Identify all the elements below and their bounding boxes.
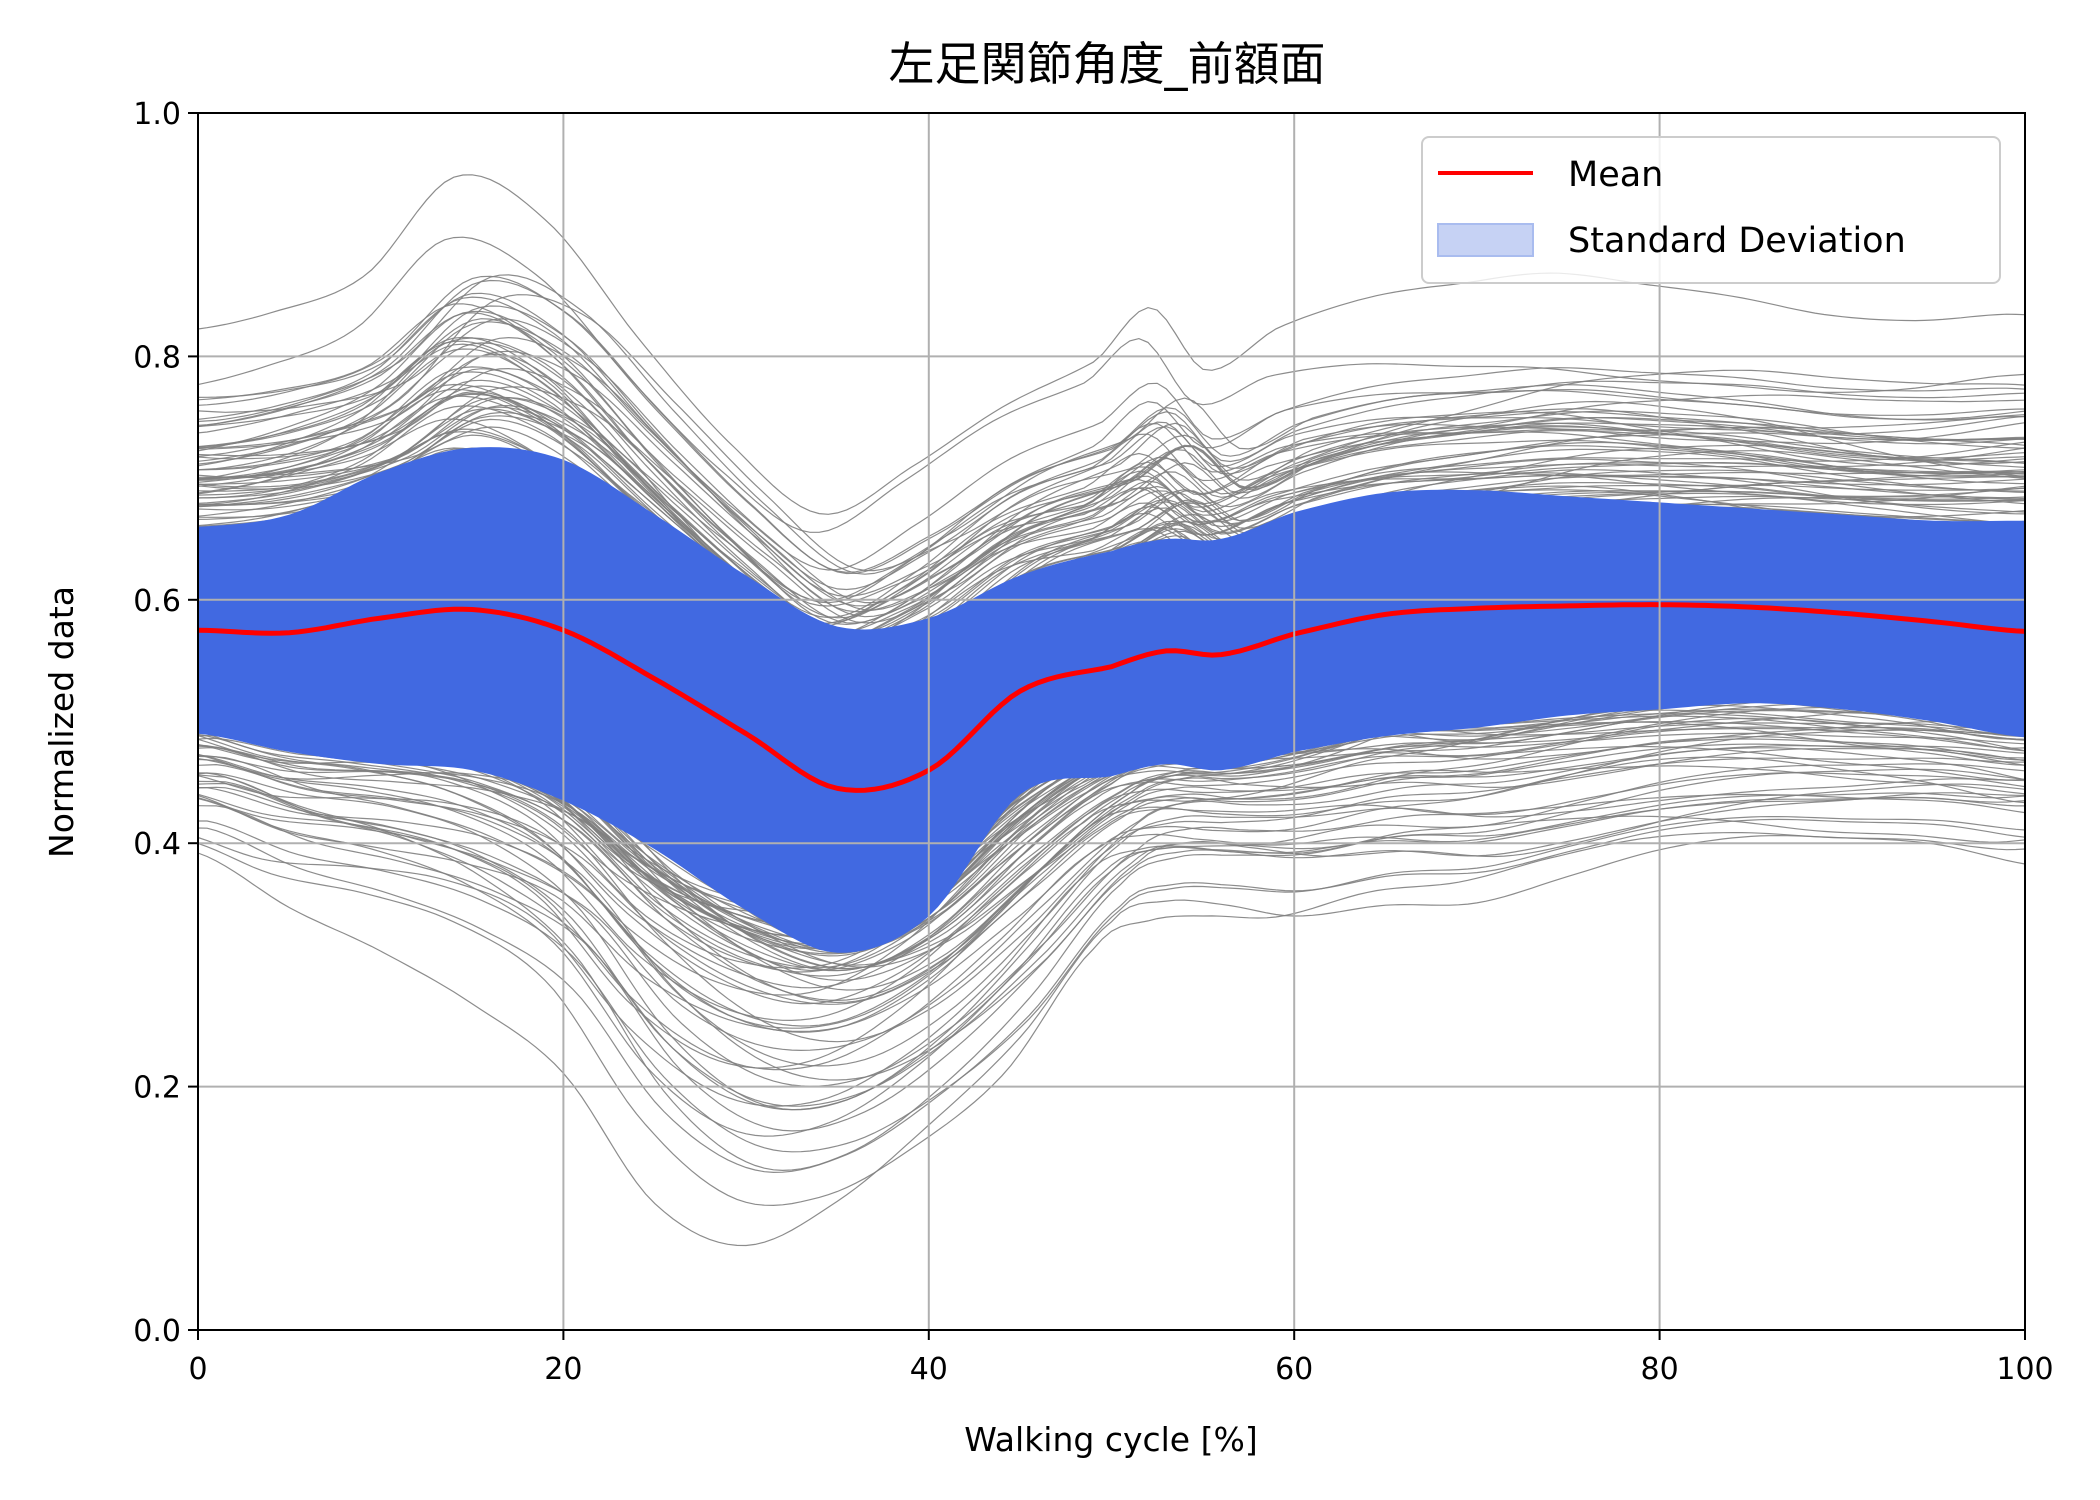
- trial-line: [197, 772, 2026, 1087]
- trial-line: [197, 275, 2026, 573]
- x-axis-ticks: 0 20 40 60 80 100: [188, 1330, 2054, 1387]
- trial-line: [197, 342, 2026, 636]
- trial-line: [197, 748, 2026, 1029]
- trial-line: [197, 312, 2026, 619]
- trial-line: [197, 379, 2026, 643]
- trial-line: [197, 794, 2026, 1107]
- standard-deviation-band: [198, 447, 2025, 953]
- trial-line: [197, 768, 2026, 1172]
- legend-sd-label: Standard Deviation: [1568, 221, 1906, 261]
- y-tick-label: 0.2: [133, 1071, 181, 1106]
- trial-line: [197, 818, 2026, 1174]
- trial-line: [197, 418, 2026, 659]
- trial-line: [197, 337, 2026, 607]
- trial-line: [198, 816, 2026, 1153]
- x-tick-label: 40: [910, 1352, 948, 1387]
- trial-line: [197, 729, 2026, 1033]
- trial-line: [197, 383, 2026, 639]
- trial-line: [197, 743, 2025, 1027]
- legend-sd-swatch: [1437, 223, 1534, 257]
- trial-line: [197, 755, 2025, 1043]
- trial-line: [197, 292, 2026, 597]
- y-axis-ticks: 0.0 0.2 0.4 0.6 0.8 1.0: [133, 97, 198, 1349]
- trial-line: [197, 296, 2026, 571]
- trial-line: [197, 388, 2026, 628]
- trial-line: [197, 386, 2026, 624]
- trial-line: [197, 796, 2025, 1137]
- trial-line: [197, 371, 2026, 647]
- grid-lines: [198, 113, 2025, 1330]
- x-tick-label: 60: [1275, 1352, 1313, 1387]
- y-tick-label: 0.4: [133, 827, 181, 862]
- y-tick-label: 0.8: [133, 340, 181, 375]
- x-tick-label: 80: [1641, 1352, 1679, 1387]
- x-axis-label: Walking cycle [%]: [964, 1420, 1257, 1459]
- trial-line: [197, 763, 2026, 1081]
- legend-mean-label: Mean: [1568, 155, 1663, 195]
- trial-line: [197, 318, 2026, 604]
- x-tick-label: 100: [1996, 1352, 2053, 1387]
- trial-line: [197, 792, 2026, 1069]
- y-tick-label: 1.0: [133, 97, 181, 132]
- trial-line: [197, 310, 2026, 626]
- trial-line: [197, 174, 2026, 515]
- y-tick-label: 0.0: [133, 1314, 181, 1349]
- legend: Mean Standard Deviation: [1421, 136, 2001, 284]
- trial-line: [197, 756, 2026, 1033]
- trial-line: [197, 815, 2026, 1107]
- legend-box: [1421, 136, 2001, 284]
- trial-line: [197, 834, 2026, 1247]
- sd-band-area: [198, 447, 2025, 953]
- x-tick-label: 20: [544, 1352, 582, 1387]
- trial-line: [197, 367, 2026, 618]
- trial-line: [197, 736, 2026, 1005]
- trial-line: [197, 305, 2026, 613]
- trial-line: [197, 738, 2026, 1022]
- trial-line: [197, 782, 2026, 1132]
- trial-line: [197, 404, 2026, 656]
- trial-line: [197, 279, 2026, 575]
- trial-line: [197, 303, 2026, 604]
- y-tick-label: 0.6: [133, 584, 181, 619]
- chart-title: 左足関節角度_前額面: [889, 37, 1326, 91]
- mean-line: [197, 602, 2026, 793]
- trial-line: [197, 704, 2026, 1005]
- x-tick-label: 0: [188, 1352, 207, 1387]
- trial-line: [197, 405, 2026, 645]
- trial-line: [197, 340, 2025, 624]
- trial-line: [197, 321, 2026, 591]
- mean-line-layer: [197, 602, 2026, 793]
- trial-line: [197, 832, 2026, 1207]
- y-axis-label: Normalized data: [42, 586, 81, 858]
- plot-frame: [197, 112, 2026, 1331]
- trial-line: [197, 745, 2026, 1002]
